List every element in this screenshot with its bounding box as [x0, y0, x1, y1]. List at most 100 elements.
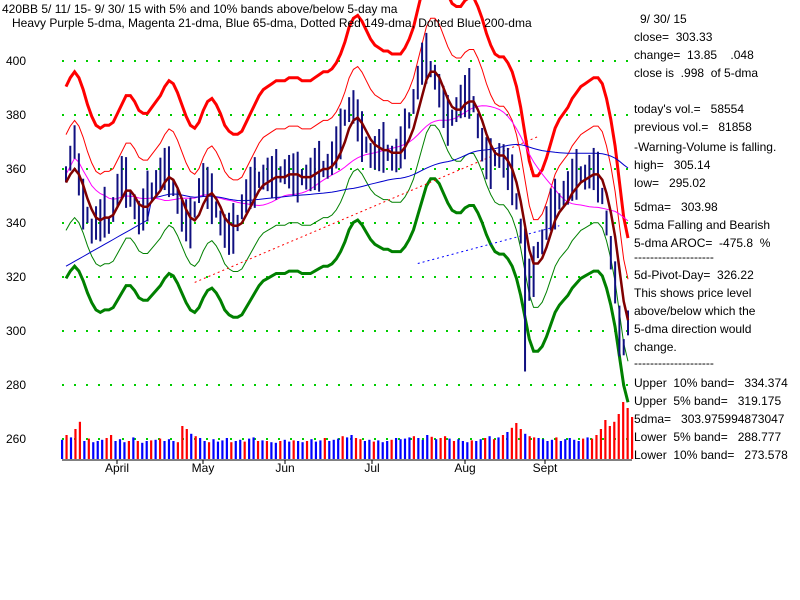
volume-bar	[279, 441, 282, 459]
volume-bar	[341, 436, 344, 459]
volume-bar	[74, 429, 77, 459]
volume-bar	[586, 437, 589, 459]
y-tick-label: 400	[6, 54, 26, 68]
volume-bar	[372, 441, 375, 459]
volume-bar	[87, 438, 90, 459]
volume-bar	[145, 441, 148, 459]
volume-bar	[92, 442, 95, 459]
info-lower-10: Lower 10% band= 273.578	[634, 448, 788, 462]
info-previous-vol: previous vol.= 81858	[634, 120, 752, 134]
volume-bar	[150, 440, 153, 459]
volume-bar	[136, 441, 139, 459]
volume-bar	[417, 438, 420, 459]
info-shows-4: change.	[634, 340, 677, 354]
upper-5pct-band	[65, 17, 629, 280]
volume-bar	[439, 438, 442, 459]
y-tick-label: 260	[6, 432, 26, 446]
volume-bar	[497, 437, 500, 459]
info-upper-10: Upper 10% band= 334.374	[634, 376, 788, 390]
info-close: close= 303.33	[634, 30, 713, 44]
volume-bar	[479, 439, 482, 459]
volume-bar	[310, 439, 313, 459]
volume-bar	[265, 441, 269, 459]
dma21-line	[65, 105, 629, 222]
volume-bar	[221, 440, 224, 459]
volume-bar	[435, 439, 438, 459]
volume-bar	[109, 435, 113, 459]
chart-header-line1: 420BB 5/ 11/ 15- 9/ 30/ 15 with 5% and 1…	[2, 2, 398, 16]
info-low: low= 295.02	[634, 176, 706, 190]
volume-bar	[65, 435, 68, 459]
y-tick-label: 320	[6, 270, 26, 284]
x-tick-label: Aug	[454, 461, 475, 475]
volume-bar	[475, 441, 478, 459]
volume-bar	[190, 433, 193, 459]
volume-bar	[332, 439, 335, 459]
info-lower-5: Lower 5% band= 288.777	[634, 430, 782, 444]
volume-bar	[443, 436, 447, 459]
volume-bar	[363, 441, 367, 459]
volume-bar	[448, 438, 451, 459]
volume-bar	[328, 441, 331, 459]
y-tick-label: 380	[6, 108, 26, 122]
volume-bar	[354, 438, 358, 459]
volume-bar	[212, 439, 215, 459]
volume-bar	[359, 439, 362, 459]
volume-bar	[283, 439, 286, 459]
volume-bar	[608, 426, 611, 459]
volume-bar	[457, 439, 460, 459]
volume-bar	[430, 436, 433, 459]
chart-header-line2: Heavy Purple 5-dma, Magenta 21-dma, Blue…	[12, 16, 532, 30]
volume-bar	[368, 439, 371, 459]
volume-bar	[301, 442, 304, 459]
volume-bar	[234, 441, 237, 459]
volume-bar	[61, 439, 64, 459]
volume-bar	[506, 432, 509, 459]
volume-bar	[470, 440, 473, 459]
volume-bar	[167, 439, 171, 459]
volume-bar	[537, 438, 540, 459]
info-aroc: 5-dma AROC= -475.8 %	[634, 236, 771, 250]
volume-bar	[83, 441, 86, 459]
volume-bar	[270, 442, 273, 459]
info-5dma-full: 5dma= 303.975994873047	[634, 412, 785, 426]
volume-bar	[617, 414, 620, 459]
volume-bar	[528, 436, 531, 459]
volume-bar	[399, 439, 402, 459]
y-tick-label: 340	[6, 216, 26, 230]
volume-bar	[239, 439, 242, 459]
lower-5pct-band	[65, 124, 629, 362]
volume-bar	[154, 439, 157, 459]
volume-bar	[394, 438, 398, 459]
volume-bar	[622, 402, 625, 459]
x-tick-label: May	[192, 461, 215, 475]
volume-bar	[510, 427, 513, 459]
volume-bar	[484, 438, 487, 459]
volume-bar	[461, 441, 464, 459]
volume-bar	[519, 429, 522, 459]
volume-bar	[590, 438, 594, 459]
upper-10pct-band	[64, 0, 630, 239]
volume-bar	[501, 435, 505, 459]
volume-bar	[533, 437, 536, 459]
volume-bar	[305, 441, 309, 459]
volume-bar	[216, 441, 220, 459]
y-tick-label: 280	[6, 378, 26, 392]
volume-bar	[604, 420, 607, 459]
volume-bar	[377, 440, 380, 459]
volume-bar	[550, 439, 554, 459]
info-shows-2: above/below which the	[634, 304, 756, 318]
volume-bar	[314, 441, 318, 459]
volume-bar	[403, 438, 407, 459]
info-separator-2: --------------------	[634, 356, 714, 370]
volume-bar	[101, 439, 104, 459]
volume-bar	[386, 441, 389, 459]
volume-bar	[381, 442, 384, 459]
volume-bar	[248, 438, 251, 459]
volume-bar	[573, 439, 576, 459]
volume-bar	[559, 441, 562, 459]
volume-bar	[515, 423, 518, 459]
volume-bar	[595, 435, 598, 459]
volume-bar	[488, 436, 491, 459]
volume-bar	[256, 441, 260, 459]
